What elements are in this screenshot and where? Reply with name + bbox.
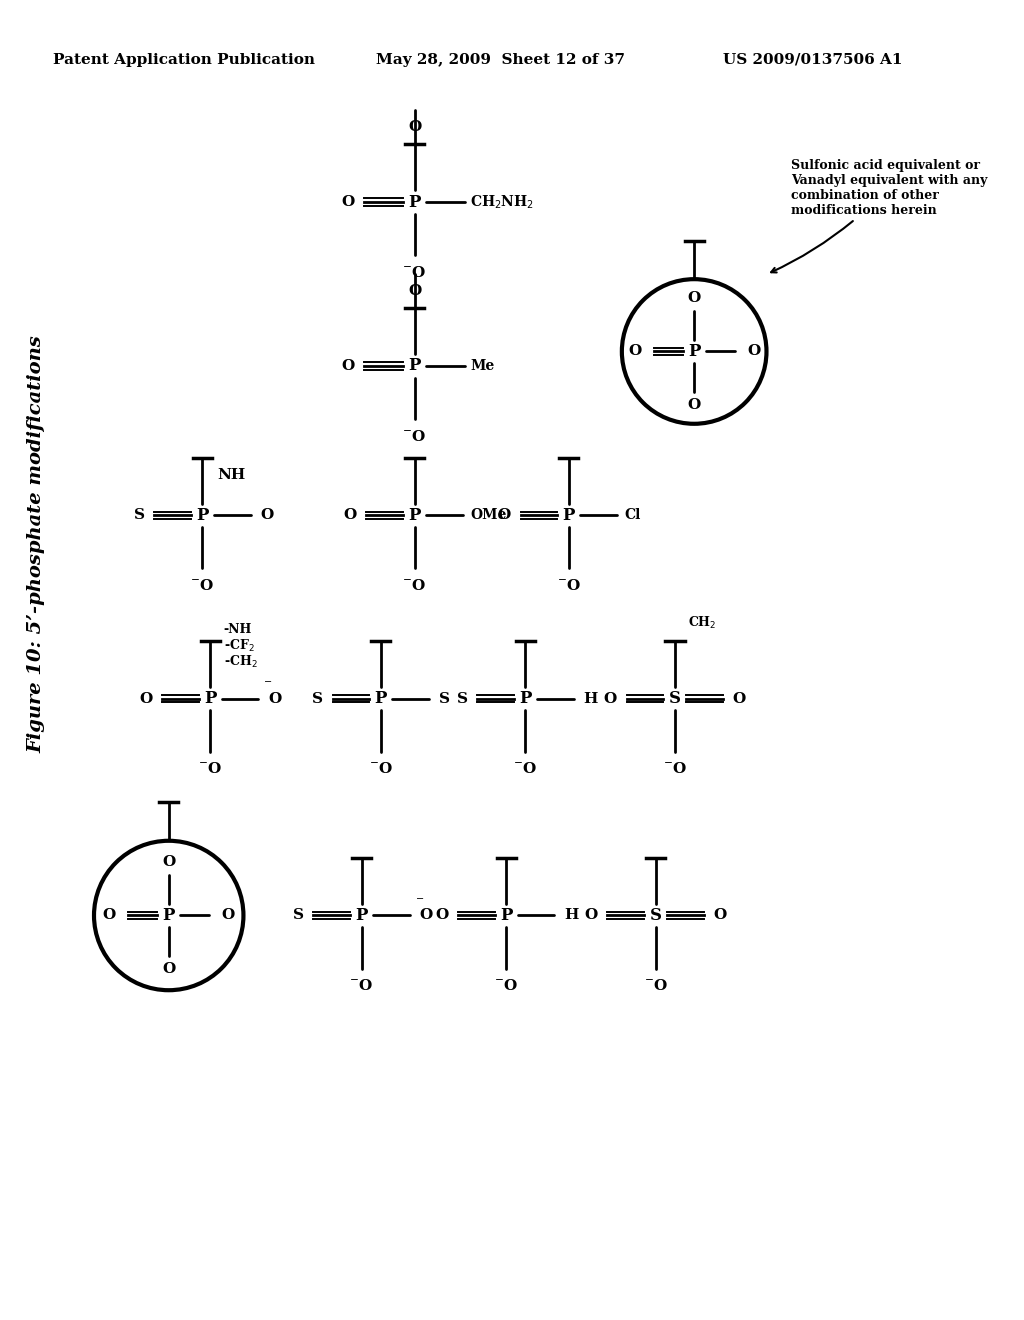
- Text: O: O: [343, 508, 356, 523]
- Text: May 28, 2009  Sheet 12 of 37: May 28, 2009 Sheet 12 of 37: [376, 53, 625, 66]
- Text: NH: NH: [217, 467, 245, 482]
- Text: $^{-}$O: $^{-}$O: [402, 265, 427, 280]
- Text: $^{-}$O: $^{-}$O: [190, 578, 215, 593]
- Text: S: S: [312, 692, 323, 706]
- Text: P: P: [375, 690, 387, 708]
- Text: P: P: [500, 907, 512, 924]
- Text: H: H: [584, 692, 598, 706]
- Text: O: O: [748, 345, 761, 359]
- Text: P: P: [562, 507, 575, 524]
- Text: $^{-}$O: $^{-}$O: [369, 762, 393, 776]
- Text: P: P: [409, 194, 421, 211]
- Text: O: O: [435, 908, 449, 923]
- Text: O: O: [408, 120, 421, 133]
- Text: O: O: [139, 692, 153, 706]
- Text: $^{-}$O: $^{-}$O: [557, 578, 581, 593]
- Text: O: O: [222, 908, 234, 923]
- Text: Sulfonic acid equivalent or
Vanadyl equivalent with any
combination of other
mod: Sulfonic acid equivalent or Vanadyl equi…: [771, 158, 987, 272]
- Text: $^{-}$O: $^{-}$O: [663, 762, 687, 776]
- Text: O: O: [342, 195, 354, 209]
- Text: O: O: [498, 508, 511, 523]
- Text: O: O: [162, 961, 175, 975]
- Text: S: S: [649, 907, 662, 924]
- Text: -NH: -NH: [223, 623, 252, 636]
- Text: O: O: [102, 908, 116, 923]
- Text: O: O: [687, 397, 700, 412]
- Text: O: O: [714, 908, 727, 923]
- Text: Cl: Cl: [625, 508, 641, 523]
- Text: O: O: [162, 855, 175, 870]
- Text: $^{-}$O: $^{-}$O: [494, 978, 518, 993]
- Text: Patent Application Publication: Patent Application Publication: [53, 53, 315, 66]
- Text: $^{-}$O: $^{-}$O: [513, 762, 538, 776]
- Text: $^{-}$O: $^{-}$O: [402, 429, 427, 444]
- Text: CH$_2$NH$_2$: CH$_2$NH$_2$: [470, 193, 535, 211]
- Text: -CF$_2$: -CF$_2$: [223, 638, 254, 653]
- Text: O: O: [408, 284, 421, 298]
- Text: S: S: [438, 692, 450, 706]
- Text: CH$_2$: CH$_2$: [688, 615, 717, 631]
- Text: O: O: [604, 692, 617, 706]
- Text: O: O: [585, 908, 598, 923]
- Text: O: O: [733, 692, 746, 706]
- Text: O: O: [260, 508, 273, 523]
- Text: H: H: [564, 908, 579, 923]
- Text: S: S: [457, 692, 468, 706]
- Text: P: P: [688, 343, 700, 360]
- Text: OMe: OMe: [470, 508, 507, 523]
- Text: Me: Me: [470, 359, 495, 374]
- Text: $^{-}$O: $^{-}$O: [198, 762, 222, 776]
- Text: P: P: [355, 907, 368, 924]
- Text: O: O: [268, 692, 282, 706]
- Text: -CH$_2$: -CH$_2$: [223, 653, 257, 671]
- Text: US 2009/0137506 A1: US 2009/0137506 A1: [723, 53, 902, 66]
- Text: O: O: [687, 292, 700, 305]
- Text: P: P: [197, 507, 209, 524]
- Text: P: P: [204, 690, 216, 708]
- Text: O: O: [420, 908, 433, 923]
- Text: Figure 10: 5’-phosphate modifications: Figure 10: 5’-phosphate modifications: [28, 335, 46, 754]
- Text: O: O: [342, 359, 354, 374]
- Text: $^{-}$O: $^{-}$O: [349, 978, 374, 993]
- Text: S: S: [133, 508, 144, 523]
- Text: S: S: [293, 908, 304, 923]
- Text: S: S: [669, 690, 681, 708]
- Text: P: P: [409, 507, 421, 524]
- Text: $^{-}$: $^{-}$: [263, 678, 272, 692]
- Text: $^{-}$O: $^{-}$O: [643, 978, 668, 993]
- Text: $^{-}$O: $^{-}$O: [402, 578, 427, 593]
- Text: $^{-}$: $^{-}$: [415, 895, 424, 909]
- Text: P: P: [519, 690, 531, 708]
- Text: O: O: [628, 345, 641, 359]
- Text: P: P: [163, 907, 175, 924]
- Text: P: P: [409, 358, 421, 375]
